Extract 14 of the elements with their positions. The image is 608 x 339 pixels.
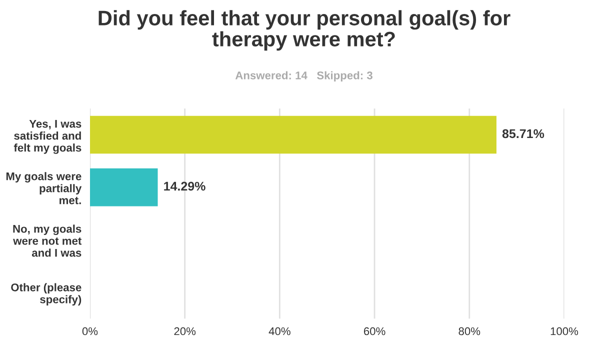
- x-tick-label: 100%: [550, 327, 578, 336]
- y-tick-label: Other (please specify): [11, 283, 82, 306]
- data-label: 85.71%: [502, 129, 544, 138]
- x-tick-label: 80%: [458, 327, 480, 336]
- x-tick-label: 20%: [174, 327, 196, 336]
- data-label: 14.29%: [164, 182, 206, 191]
- chart-subtitle: Answered: 14 Skipped: 3: [235, 71, 372, 82]
- x-tick-label: 40%: [268, 327, 290, 336]
- x-tick-label: 0%: [82, 327, 98, 336]
- chart-title: Did you feel that your personal goal(s) for therapy were met?: [98, 10, 510, 51]
- x-tick-label: 60%: [364, 327, 386, 336]
- y-tick-label: My goals were partially met.: [6, 172, 82, 204]
- y-tick-label: Yes, I was satisfied and felt my goals: [14, 120, 82, 154]
- y-tick-label: No, my goals were not met and I was: [13, 224, 82, 257]
